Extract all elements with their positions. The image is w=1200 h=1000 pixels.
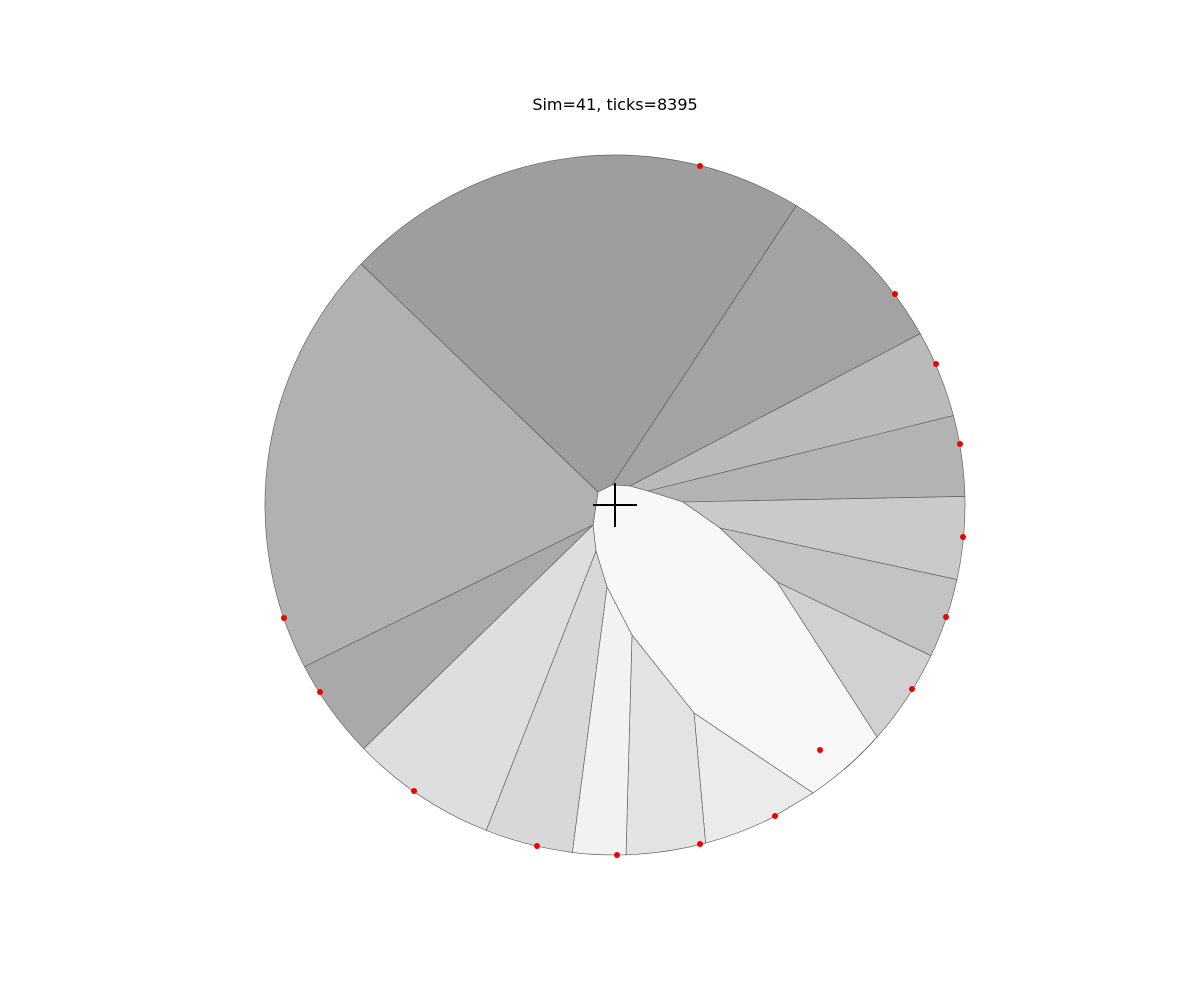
marker-dot-8	[817, 747, 823, 753]
marker-dot-2	[892, 291, 898, 297]
marker-dot-10	[697, 841, 703, 847]
regions-layer	[264, 154, 966, 856]
center-crosshair-icon	[593, 483, 637, 527]
figure-title: Sim=41, ticks=8395	[532, 95, 698, 114]
marker-dot-9	[772, 813, 778, 819]
marker-dot-3	[933, 361, 939, 367]
marker-dot-14	[317, 689, 323, 695]
marker-dot-7	[909, 686, 915, 692]
marker-dot-15	[281, 615, 287, 621]
marker-dot-6	[943, 614, 949, 620]
marker-dot-11	[614, 852, 620, 858]
region-r1	[360, 154, 797, 493]
markers-layer	[281, 163, 966, 858]
marker-dot-12	[534, 843, 540, 849]
marker-dot-13	[411, 788, 417, 794]
marker-dot-5	[960, 534, 966, 540]
marker-dot-4	[957, 441, 963, 447]
marker-dot-1	[697, 163, 703, 169]
